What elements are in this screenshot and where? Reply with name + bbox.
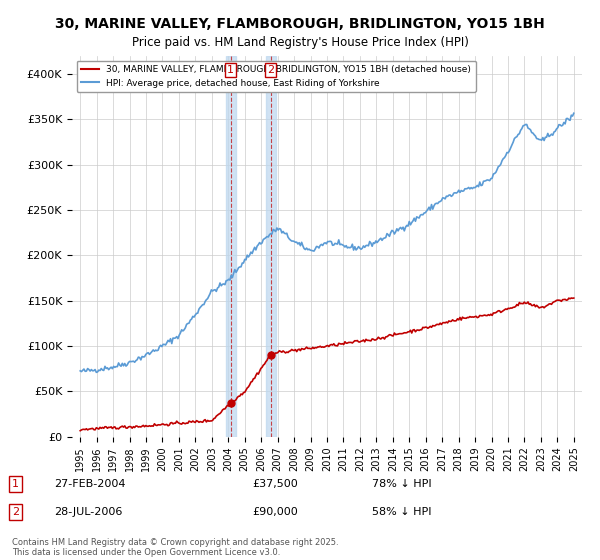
Text: £90,000: £90,000 <box>252 507 298 517</box>
Text: 1: 1 <box>12 479 19 489</box>
Legend: 30, MARINE VALLEY, FLAMBOROUGH, BRIDLINGTON, YO15 1BH (detached house), HPI: Ave: 30, MARINE VALLEY, FLAMBOROUGH, BRIDLING… <box>77 60 476 92</box>
Text: 58% ↓ HPI: 58% ↓ HPI <box>372 507 431 517</box>
Text: £37,500: £37,500 <box>252 479 298 489</box>
Text: 2: 2 <box>267 65 274 75</box>
Text: 1: 1 <box>227 65 234 75</box>
Bar <box>266 56 275 437</box>
Text: Contains HM Land Registry data © Crown copyright and database right 2025.
This d: Contains HM Land Registry data © Crown c… <box>12 538 338 557</box>
Text: 28-JUL-2006: 28-JUL-2006 <box>54 507 122 517</box>
Text: 27-FEB-2004: 27-FEB-2004 <box>54 479 125 489</box>
Text: Price paid vs. HM Land Registry's House Price Index (HPI): Price paid vs. HM Land Registry's House … <box>131 36 469 49</box>
Text: 30, MARINE VALLEY, FLAMBOROUGH, BRIDLINGTON, YO15 1BH: 30, MARINE VALLEY, FLAMBOROUGH, BRIDLING… <box>55 17 545 31</box>
Text: 2: 2 <box>12 507 19 517</box>
Bar <box>226 56 236 437</box>
Text: 78% ↓ HPI: 78% ↓ HPI <box>372 479 431 489</box>
